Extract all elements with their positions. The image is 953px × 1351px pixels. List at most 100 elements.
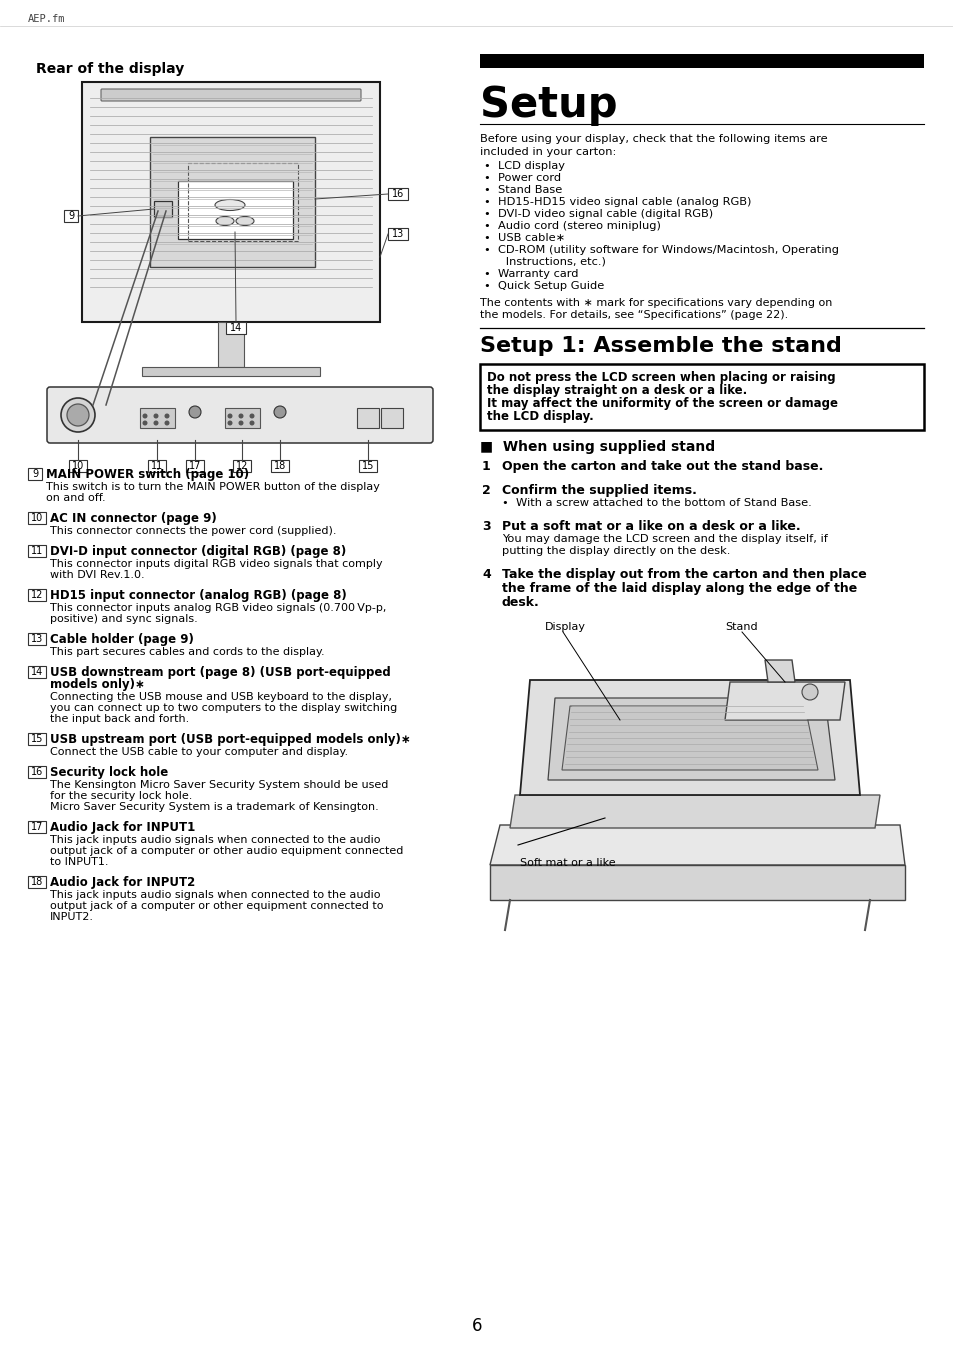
Text: 18: 18 bbox=[274, 461, 286, 471]
Text: This switch is to turn the MAIN POWER button of the display: This switch is to turn the MAIN POWER bu… bbox=[46, 482, 379, 492]
Text: 11: 11 bbox=[30, 546, 43, 557]
Bar bbox=[388, 188, 408, 200]
Circle shape bbox=[61, 399, 95, 432]
Text: Cable holder (page 9): Cable holder (page 9) bbox=[50, 634, 193, 646]
Text: You may damage the LCD screen and the display itself, if: You may damage the LCD screen and the di… bbox=[501, 534, 827, 544]
Bar bbox=[28, 589, 46, 601]
Bar bbox=[188, 163, 297, 240]
Bar bbox=[28, 875, 46, 888]
Text: Audio Jack for INPUT1: Audio Jack for INPUT1 bbox=[50, 821, 195, 834]
Text: 12: 12 bbox=[30, 590, 43, 600]
Text: 4: 4 bbox=[481, 567, 490, 581]
Bar bbox=[178, 181, 293, 239]
Text: AEP.fm: AEP.fm bbox=[28, 14, 66, 24]
Text: Put a soft mat or a like on a desk or a like.: Put a soft mat or a like on a desk or a … bbox=[501, 520, 800, 534]
Bar bbox=[69, 459, 87, 471]
Circle shape bbox=[189, 407, 201, 417]
Text: USB upstream port (USB port-equipped models only)∗: USB upstream port (USB port-equipped mod… bbox=[50, 734, 411, 746]
Text: •  Warranty card: • Warranty card bbox=[483, 269, 578, 280]
Text: This connector inputs analog RGB video signals (0.700 Vp-p,: This connector inputs analog RGB video s… bbox=[50, 603, 386, 613]
Text: 14: 14 bbox=[30, 667, 43, 677]
Bar bbox=[271, 459, 289, 471]
Circle shape bbox=[143, 422, 147, 424]
Text: Open the carton and take out the stand base.: Open the carton and take out the stand b… bbox=[501, 459, 822, 473]
Text: 9: 9 bbox=[68, 211, 74, 222]
Text: on and off.: on and off. bbox=[46, 493, 106, 503]
Text: HD15 input connector (analog RGB) (page 8): HD15 input connector (analog RGB) (page … bbox=[50, 589, 346, 603]
Text: •  Power cord: • Power cord bbox=[483, 173, 560, 182]
Bar bbox=[64, 209, 78, 222]
Text: It may affect the uniformity of the screen or damage: It may affect the uniformity of the scre… bbox=[486, 397, 837, 409]
Text: desk.: desk. bbox=[501, 596, 539, 609]
Text: •  USB cable∗: • USB cable∗ bbox=[483, 232, 564, 243]
Bar bbox=[218, 322, 244, 367]
Text: •  Quick Setup Guide: • Quick Setup Guide bbox=[483, 281, 603, 290]
Circle shape bbox=[228, 415, 232, 417]
Text: This jack inputs audio signals when connected to the audio: This jack inputs audio signals when conn… bbox=[50, 890, 380, 900]
Bar bbox=[82, 82, 379, 322]
Text: DVI-D input connector (digital RGB) (page 8): DVI-D input connector (digital RGB) (pag… bbox=[50, 544, 346, 558]
Text: output jack of a computer or other audio equipment connected: output jack of a computer or other audio… bbox=[50, 846, 403, 857]
Circle shape bbox=[250, 422, 253, 424]
Text: positive) and sync signals.: positive) and sync signals. bbox=[50, 613, 197, 624]
Text: 16: 16 bbox=[30, 767, 43, 777]
Text: Security lock hole: Security lock hole bbox=[50, 766, 168, 780]
Text: USB downstream port (page 8) (USB port-equipped: USB downstream port (page 8) (USB port-e… bbox=[50, 666, 391, 680]
Text: Setup 1: Assemble the stand: Setup 1: Assemble the stand bbox=[479, 336, 841, 357]
Bar bbox=[380, 408, 402, 428]
Text: the models. For details, see “Specifications” (page 22).: the models. For details, see “Specificat… bbox=[479, 309, 787, 320]
Text: 3: 3 bbox=[481, 520, 490, 534]
Text: the display straight on a desk or a like.: the display straight on a desk or a like… bbox=[486, 384, 746, 397]
Text: •  Audio cord (stereo miniplug): • Audio cord (stereo miniplug) bbox=[483, 222, 660, 231]
Text: Soft mat or a like: Soft mat or a like bbox=[519, 858, 615, 867]
Text: 10: 10 bbox=[71, 461, 84, 471]
Text: Confirm the supplied items.: Confirm the supplied items. bbox=[501, 484, 696, 497]
Circle shape bbox=[274, 407, 286, 417]
Text: output jack of a computer or other equipment connected to: output jack of a computer or other equip… bbox=[50, 901, 383, 911]
Text: Micro Saver Security System is a trademark of Kensington.: Micro Saver Security System is a tradema… bbox=[50, 802, 378, 812]
Bar bbox=[28, 766, 46, 778]
Text: with DVI Rev.1.0.: with DVI Rev.1.0. bbox=[50, 570, 145, 580]
Bar bbox=[148, 459, 166, 471]
Text: •  LCD display: • LCD display bbox=[483, 161, 564, 172]
Circle shape bbox=[239, 422, 243, 424]
Text: INPUT2.: INPUT2. bbox=[50, 912, 94, 921]
Text: Before using your display, check that the following items are: Before using your display, check that th… bbox=[479, 134, 827, 145]
Text: 17: 17 bbox=[30, 821, 43, 832]
Text: Rear of the display: Rear of the display bbox=[36, 62, 184, 76]
Ellipse shape bbox=[235, 216, 253, 226]
Text: Connecting the USB mouse and USB keyboard to the display,: Connecting the USB mouse and USB keyboar… bbox=[50, 692, 392, 703]
Text: Take the display out from the carton and then place: Take the display out from the carton and… bbox=[501, 567, 866, 581]
Bar bbox=[28, 512, 46, 524]
FancyBboxPatch shape bbox=[47, 386, 433, 443]
Bar bbox=[356, 408, 378, 428]
Text: •  HD15-HD15 video signal cable (analog RGB): • HD15-HD15 video signal cable (analog R… bbox=[483, 197, 751, 207]
Text: MAIN POWER switch (page 10): MAIN POWER switch (page 10) bbox=[46, 467, 249, 481]
Text: Setup: Setup bbox=[479, 84, 617, 126]
Text: •  With a screw attached to the bottom of Stand Base.: • With a screw attached to the bottom of… bbox=[501, 499, 811, 508]
Circle shape bbox=[165, 422, 169, 424]
Bar bbox=[142, 367, 319, 376]
Bar bbox=[153, 201, 172, 218]
FancyBboxPatch shape bbox=[101, 89, 360, 101]
Text: 11: 11 bbox=[151, 461, 163, 471]
Text: 1: 1 bbox=[481, 459, 490, 473]
Text: This part secures cables and cords to the display.: This part secures cables and cords to th… bbox=[50, 647, 324, 657]
Text: 16: 16 bbox=[392, 189, 404, 199]
Circle shape bbox=[165, 415, 169, 417]
Polygon shape bbox=[724, 682, 844, 720]
Circle shape bbox=[228, 422, 232, 424]
Text: Display: Display bbox=[544, 621, 585, 632]
Text: Stand: Stand bbox=[724, 621, 757, 632]
Text: This jack inputs audio signals when connected to the audio: This jack inputs audio signals when conn… bbox=[50, 835, 380, 844]
Text: 13: 13 bbox=[392, 230, 404, 239]
Text: you can connect up to two computers to the display switching: you can connect up to two computers to t… bbox=[50, 703, 396, 713]
Text: 17: 17 bbox=[189, 461, 201, 471]
Text: Do not press the LCD screen when placing or raising: Do not press the LCD screen when placing… bbox=[486, 372, 835, 384]
Circle shape bbox=[143, 415, 147, 417]
Polygon shape bbox=[490, 865, 904, 900]
Polygon shape bbox=[764, 661, 794, 682]
Bar bbox=[28, 544, 46, 557]
Polygon shape bbox=[510, 794, 879, 828]
Text: 15: 15 bbox=[361, 461, 374, 471]
